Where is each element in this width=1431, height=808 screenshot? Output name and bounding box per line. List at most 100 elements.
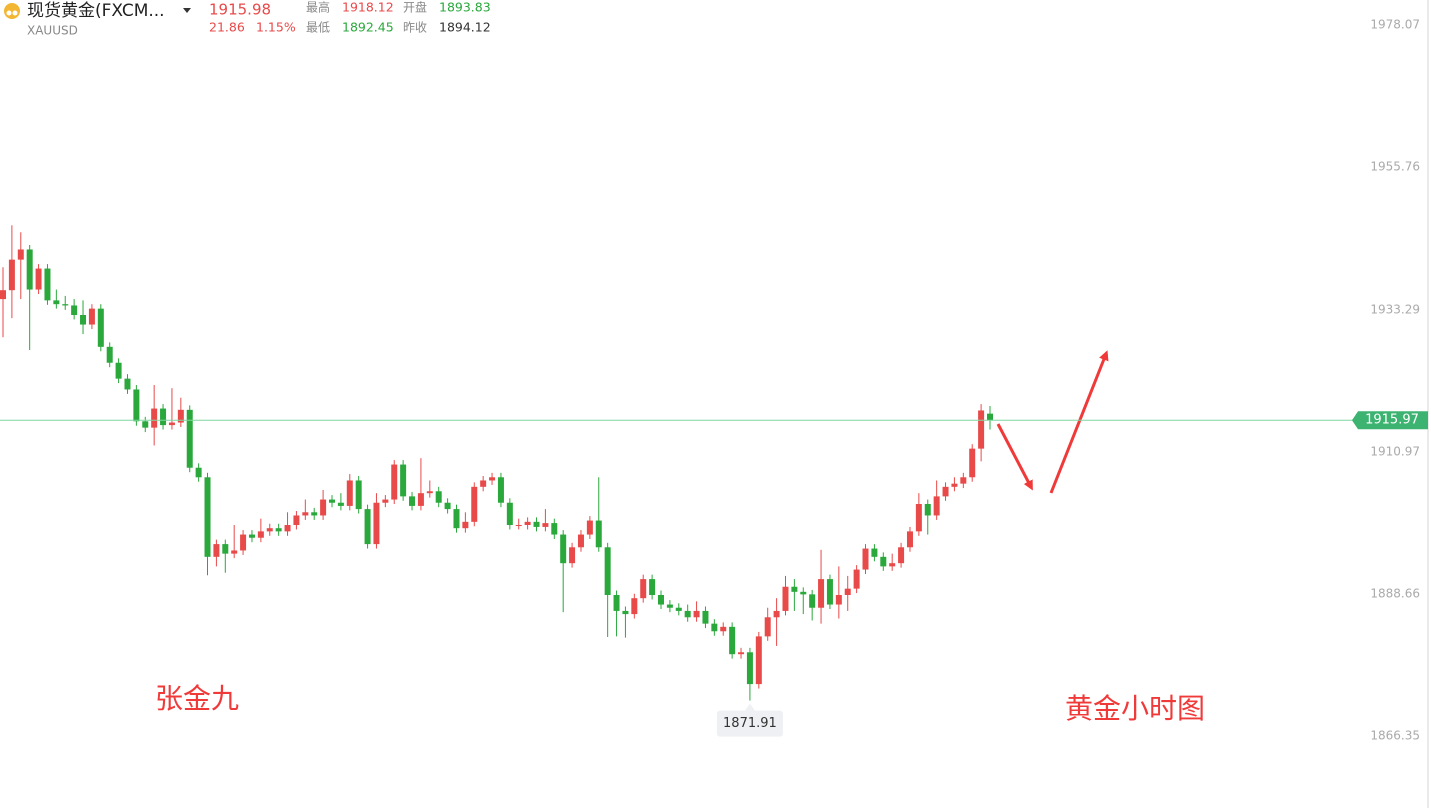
candle-body [818, 579, 825, 608]
candle-body [755, 636, 762, 685]
candle-body [186, 409, 193, 468]
candle-body [826, 579, 833, 605]
candle-body [71, 305, 78, 316]
candle-body [978, 410, 985, 449]
candle-body [115, 362, 122, 379]
price-tag-label: 1915.97 [1365, 413, 1419, 428]
candle-body [604, 547, 611, 596]
candle-body [400, 464, 407, 497]
arrow [996, 423, 1033, 491]
candle-body [462, 521, 469, 529]
candle-body [729, 626, 736, 655]
candle-body [551, 523, 558, 535]
dropdown-arrow[interactable] [183, 8, 191, 13]
candle-body [80, 315, 87, 325]
candle-body [942, 486, 949, 497]
candle-body [417, 493, 424, 506]
candle-body [329, 499, 335, 503]
candle-body [133, 389, 140, 422]
y-tick-label: 1955.76 [1370, 159, 1420, 173]
candle-body [248, 534, 255, 538]
candle-body [497, 477, 504, 503]
candle-body [631, 598, 638, 615]
candle-body [382, 499, 389, 503]
candle-body [355, 480, 362, 510]
candle-body [720, 626, 727, 632]
candle-body [44, 268, 51, 301]
candle-body [515, 525, 522, 527]
arrow [1049, 350, 1109, 494]
candle-body [782, 586, 789, 611]
candle-body [898, 547, 905, 564]
low-pointer [744, 703, 755, 711]
candle-body [17, 249, 24, 260]
candle-body [142, 421, 149, 428]
y-tick-label: 1888.66 [1370, 586, 1420, 600]
candle-body [257, 531, 264, 538]
candle-body [835, 595, 842, 605]
last-price: 1915.98 [209, 1, 271, 19]
candle-body [746, 652, 753, 685]
candle-body [960, 477, 967, 484]
candle-body [53, 300, 60, 305]
candle-body [738, 652, 745, 655]
candle-body [906, 531, 913, 548]
symbol-icon-dot [6, 10, 12, 16]
candle-body [569, 547, 576, 564]
candle-body [320, 499, 327, 516]
stat-value: 1893.83 [439, 0, 491, 15]
candle-body [151, 408, 158, 428]
candle-body [435, 491, 442, 503]
candle-body [97, 308, 104, 347]
candle-body [177, 409, 184, 423]
candle-body [284, 525, 291, 532]
candle-body [791, 586, 798, 592]
candle-body [915, 504, 922, 532]
change: 21.86 [209, 20, 245, 35]
candle-body [577, 534, 584, 548]
candle-body [684, 610, 691, 618]
y-tick-label: 1978.07 [1370, 18, 1420, 32]
candle-body [0, 290, 6, 300]
candle-body [880, 556, 887, 567]
candle-body [471, 486, 478, 522]
symbol-icon-dot [12, 10, 18, 16]
candle-body [524, 521, 531, 526]
y-tick-label: 1933.29 [1370, 302, 1420, 316]
y-tick-label: 1866.35 [1370, 728, 1420, 742]
candle-body [364, 509, 371, 545]
candle-body [702, 610, 709, 624]
candle-body [124, 378, 131, 390]
candle-body [391, 464, 398, 500]
candle-body [969, 448, 976, 478]
candle-body [88, 308, 95, 325]
candle-body [809, 594, 816, 608]
candle-body [889, 563, 896, 567]
candle-body [844, 588, 851, 596]
candle-body [160, 408, 167, 426]
candle-body [951, 483, 958, 487]
candle-body [311, 512, 318, 516]
candle-body [489, 477, 496, 481]
candle-body [853, 569, 860, 589]
annotation: 张金九 [155, 682, 239, 715]
candle-body [62, 304, 69, 306]
stat-value: 1892.45 [342, 20, 394, 35]
candle-body [426, 491, 433, 494]
candle-body [35, 268, 42, 290]
y-tick-label: 1910.97 [1370, 445, 1420, 459]
low-tag [716, 710, 783, 737]
symbol-name[interactable]: 现货黄金(FXCM... [27, 1, 165, 21]
symbol-icon [4, 3, 20, 19]
candle-body [106, 346, 113, 363]
candle-body [586, 520, 593, 535]
low-tag-label: 1871.91 [723, 716, 777, 731]
annotation: 黄金小时图 [1065, 692, 1205, 725]
candle-body [409, 496, 416, 506]
candle-body [924, 504, 931, 516]
candle-body [800, 591, 807, 595]
symbol-code: XAUUSD [27, 24, 78, 38]
candle-body [693, 610, 700, 618]
